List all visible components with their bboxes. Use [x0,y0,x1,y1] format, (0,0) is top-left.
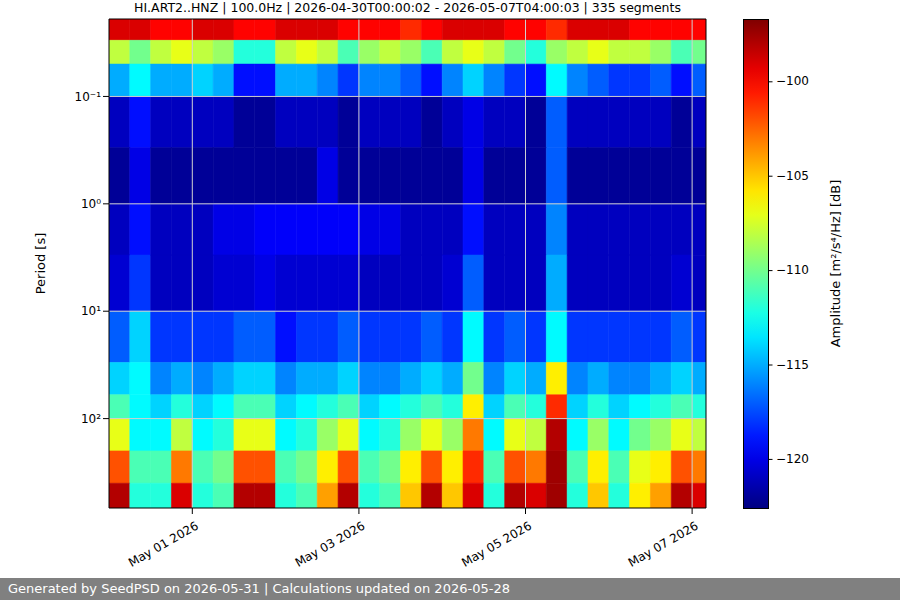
svg-text:May 05 2026: May 05 2026 [459,519,534,570]
svg-text:−100: −100 [776,74,809,88]
svg-text:May 01 2026: May 01 2026 [126,519,201,570]
html-text:Generated by SeedPSD on 2026-0: Generated by SeedPSD on 2026-05-31 | Cal… [8,581,510,596]
svg-text:Amplitude [m²/s⁴/Hz] [dB]: Amplitude [m²/s⁴/Hz] [dB] [828,180,843,348]
svg-text:Period [s]: Period [s] [33,233,48,295]
svg-text:−110: −110 [776,263,809,277]
svg-text:10⁰: 10⁰ [81,197,101,211]
svg-text:May 07 2026: May 07 2026 [626,519,701,570]
svg-text:May 03 2026: May 03 2026 [293,519,368,570]
svg-text:−115: −115 [776,358,809,372]
svg-text:−120: −120 [776,452,809,466]
svg-text:10¹: 10¹ [81,304,101,318]
html-text:HI.ART2..HNZ | 100.0Hz | 2026-: HI.ART2..HNZ | 100.0Hz | 2026-04-30T00:0… [134,0,681,15]
svg-text:10⁻¹: 10⁻¹ [75,90,102,104]
svg-text:−105: −105 [776,169,809,183]
svg-text:10²: 10² [81,412,101,426]
